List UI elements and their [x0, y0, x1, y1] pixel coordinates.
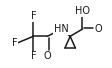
Text: HN: HN	[54, 24, 68, 34]
Text: F: F	[30, 51, 36, 61]
Text: F: F	[30, 11, 36, 21]
Text: F: F	[12, 38, 17, 48]
Text: O: O	[43, 51, 51, 61]
Text: O: O	[94, 24, 101, 34]
Text: HO: HO	[74, 6, 89, 16]
